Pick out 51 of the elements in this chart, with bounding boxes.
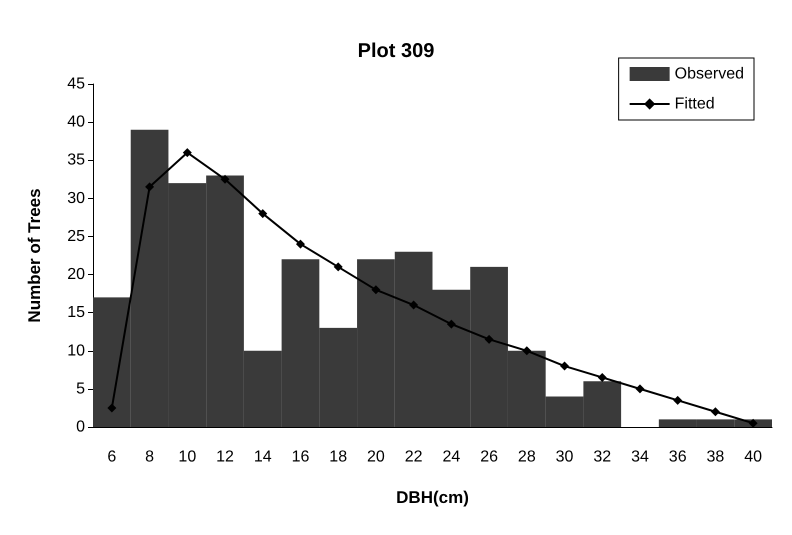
x-tick-label: 30 [556, 448, 574, 466]
x-tick-label: 24 [442, 448, 460, 466]
x-tick-label: 36 [668, 448, 687, 466]
x-tick-label: 6 [107, 448, 116, 466]
y-tick-label: 25 [67, 228, 86, 245]
legend-label: Fitted [674, 96, 715, 112]
point [710, 407, 720, 416]
point [409, 300, 418, 310]
y-tick-label: 40 [67, 114, 86, 131]
y-tick-label: 15 [67, 304, 86, 322]
x-tick-label: 40 [744, 448, 762, 466]
x-tick-label: 14 [254, 448, 272, 466]
y-tick-label: 30 [67, 190, 86, 207]
point [446, 320, 456, 329]
x-tick-label: 34 [631, 448, 649, 466]
x-tick-label: 26 [480, 448, 498, 466]
point [484, 334, 494, 344]
legend-label: Observed [674, 66, 744, 82]
x-tick-label: 8 [145, 448, 154, 466]
point [748, 418, 758, 428]
x-tick-label: 10 [178, 448, 196, 466]
x-tick-label: 28 [518, 448, 536, 466]
point [258, 209, 268, 218]
x-tick-label: 18 [329, 448, 348, 466]
y-axis-title: Number of Trees [25, 188, 44, 323]
x-tick-label: 22 [404, 448, 423, 466]
x-tick-label: 38 [706, 448, 724, 466]
y-tick-label: 45 [67, 76, 86, 92]
point [560, 362, 570, 371]
x-tick-label: 12 [216, 448, 234, 466]
point [296, 240, 305, 249]
point [598, 372, 607, 382]
y-tick-label: 5 [76, 380, 86, 398]
point [334, 262, 343, 272]
x-tick-label: 20 [367, 448, 385, 466]
chart-title: Plot 309 [358, 40, 434, 62]
point [635, 384, 644, 394]
y-tick-label: 35 [67, 152, 86, 169]
point [107, 403, 116, 412]
x-tick-label: 16 [292, 448, 310, 466]
y-tick-label: 0 [76, 418, 86, 436]
point [220, 174, 230, 184]
point [371, 285, 380, 294]
x-tick-label: 32 [593, 448, 612, 466]
y-tick-label: 10 [67, 342, 86, 360]
point [145, 182, 154, 192]
x-axis-title: DBH(cm) [396, 488, 469, 507]
y-tick-label: 20 [67, 266, 86, 284]
point [673, 396, 682, 405]
point [182, 148, 192, 158]
point [522, 346, 532, 356]
